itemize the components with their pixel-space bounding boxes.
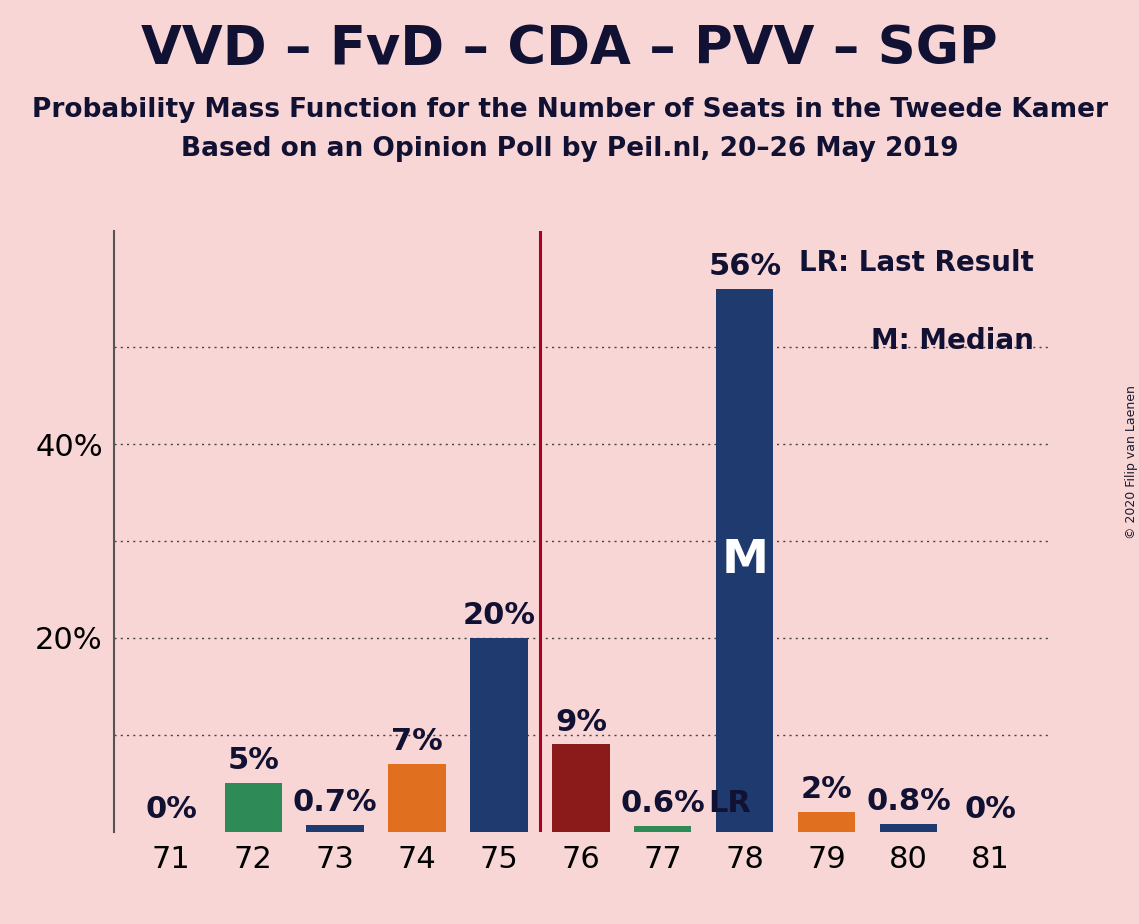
Bar [880, 824, 937, 832]
Bar [224, 784, 281, 832]
Text: VVD – FvD – CDA – PVV – SGP: VVD – FvD – CDA – PVV – SGP [141, 23, 998, 75]
Text: 20%: 20% [462, 602, 535, 630]
Text: 0%: 0% [146, 795, 197, 824]
Text: 2%: 2% [801, 775, 853, 805]
Text: © 2020 Filip van Laenen: © 2020 Filip van Laenen [1124, 385, 1138, 539]
Bar [306, 825, 363, 832]
Text: 9%: 9% [555, 708, 607, 736]
Text: 0%: 0% [965, 795, 1016, 824]
Bar [470, 638, 527, 832]
Text: 0.8%: 0.8% [867, 787, 951, 816]
Text: LR: Last Result: LR: Last Result [798, 249, 1034, 277]
Text: Probability Mass Function for the Number of Seats in the Tweede Kamer: Probability Mass Function for the Number… [32, 97, 1107, 123]
Text: 56%: 56% [708, 252, 781, 282]
Bar [388, 764, 445, 832]
Bar [552, 745, 609, 832]
Text: M: M [721, 538, 768, 583]
Bar [716, 289, 773, 832]
Bar [798, 812, 855, 832]
Text: Based on an Opinion Poll by Peil.nl, 20–26 May 2019: Based on an Opinion Poll by Peil.nl, 20–… [181, 136, 958, 162]
Text: 0.6%: 0.6% [621, 789, 705, 818]
Text: 5%: 5% [228, 747, 279, 775]
Text: 7%: 7% [391, 727, 443, 756]
Text: LR: LR [707, 789, 751, 818]
Text: M: Median: M: Median [871, 327, 1034, 355]
Bar [634, 826, 691, 832]
Text: 0.7%: 0.7% [293, 788, 377, 817]
